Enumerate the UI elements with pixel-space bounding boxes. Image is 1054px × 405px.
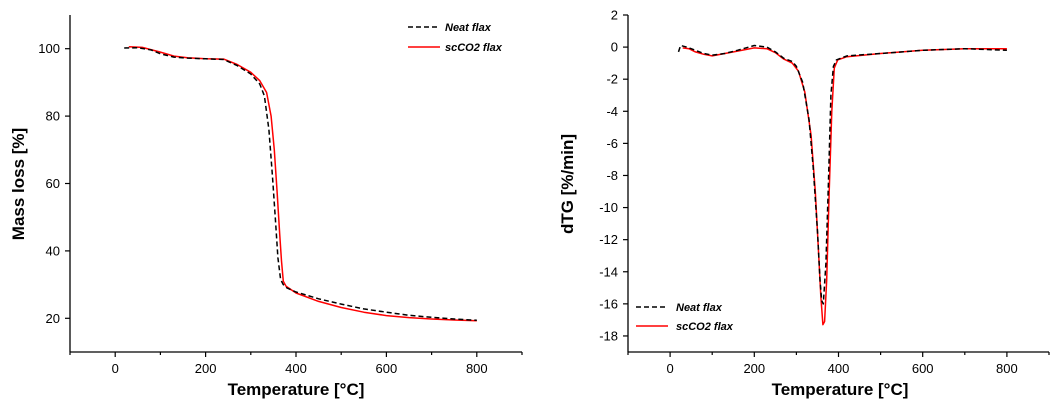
left-y-axis-title: Mass loss [%] [9, 128, 28, 240]
right-x-tick-label: 0 [666, 361, 673, 376]
right-legend-label-scco2-flax: scCO2 flax [676, 321, 734, 333]
right-series-lines [677, 44, 1007, 326]
right-y-axis-title: dTG [%/min] [558, 134, 577, 234]
right-y-tick-label: -16 [599, 296, 618, 311]
left-legend-label-neat-flax: Neat flax [445, 22, 492, 34]
right-y-ticks: 2 0 -2 -4 -6 -8 -10 -12 -14 -16 -18 [599, 8, 628, 343]
left-legend-label-scco2-flax: scCO2 flax [445, 42, 503, 54]
left-x-tick-label: 0 [112, 361, 119, 376]
left-x-axis-title: Temperature [°C] [228, 380, 365, 399]
left-legend: Neat flax scCO2 flax [408, 22, 503, 54]
left-x-tick-label: 800 [466, 361, 488, 376]
right-x-tick-label: 600 [912, 361, 934, 376]
right-x-tick-label: 200 [743, 361, 765, 376]
right-y-tick-label: -2 [606, 72, 618, 87]
right-y-tick-label: 0 [611, 40, 618, 55]
left-y-tick-label: 40 [46, 243, 60, 258]
left-y-tick-label: 80 [46, 109, 60, 124]
left-y-tick-label: 20 [46, 311, 60, 326]
right-series-scco2-flax [682, 47, 1007, 326]
left-series-lines [124, 45, 477, 322]
right-x-ticks: 0 200 400 600 800 [627, 352, 1050, 376]
right-x-axis-title: Temperature [°C] [772, 380, 909, 399]
left-series-neat-flax [124, 46, 477, 322]
right-y-tick-label: 2 [611, 8, 618, 23]
left-series-scco2-flax [128, 45, 477, 322]
right-y-tick-label: -18 [599, 328, 618, 343]
right-y-tick-label: -10 [599, 200, 618, 215]
dtg-chart: 20-2-4-6-8-10-12-14-16-18 0 200 400 600 800 … [558, 8, 1050, 399]
right-legend-label-neat-flax: Neat flax [676, 302, 723, 314]
right-legend: Neat flax scCO2 flax [636, 302, 734, 333]
left-y-tick-label: 100 [38, 41, 60, 56]
right-y-tick-label: -14 [599, 264, 618, 279]
left-x-tick-label: 600 [376, 361, 398, 376]
right-y-tick-label: -4 [606, 104, 618, 119]
left-x-tick-label: 400 [285, 361, 307, 376]
right-y-tick-label: -6 [606, 136, 618, 151]
left-y-tick-label: 60 [46, 176, 60, 191]
right-x-tick-label: 400 [828, 361, 850, 376]
mass-loss-chart: 20 40 60 80 100 0 200 400 600 800 Temperature [°… [9, 15, 523, 399]
right-y-tick-label: -8 [606, 168, 618, 183]
left-x-ticks: 0 200 400 600 800 [69, 352, 523, 376]
right-series-neat-flax [677, 44, 1007, 305]
left-y-ticks: 20 40 60 80 100 [38, 41, 70, 326]
right-x-tick-label: 800 [996, 361, 1018, 376]
left-x-tick-label: 200 [195, 361, 217, 376]
right-y-tick-label: -12 [599, 232, 618, 247]
